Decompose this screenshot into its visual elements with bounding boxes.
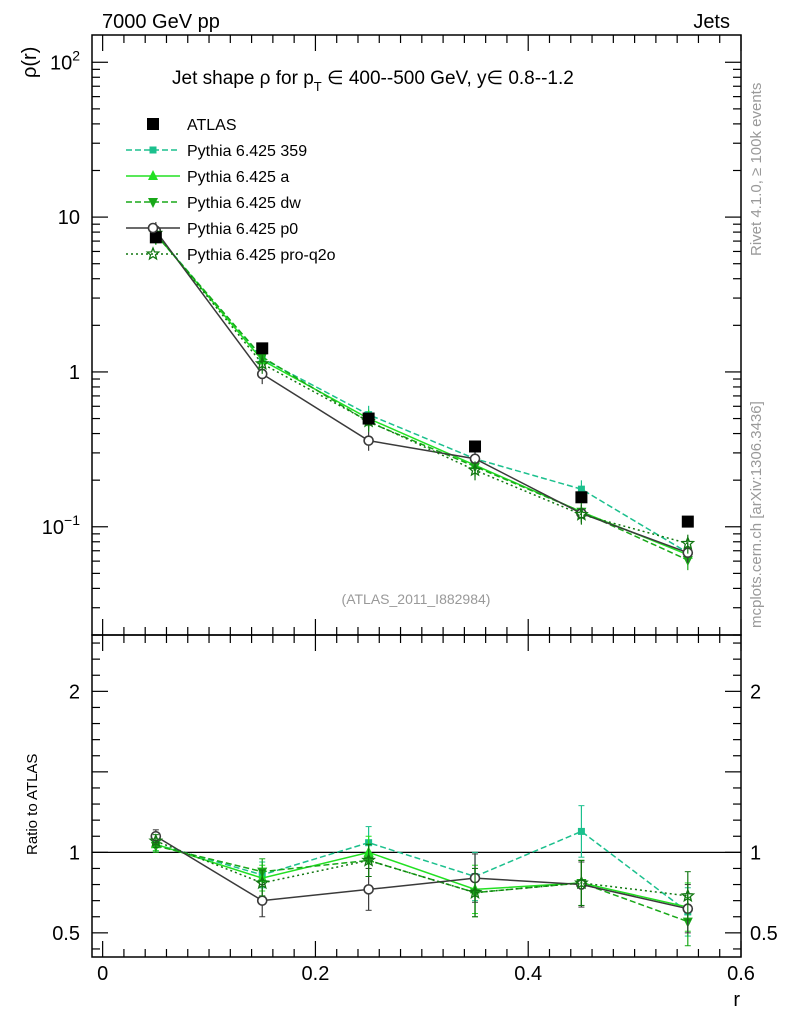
atlas-data-point xyxy=(149,231,162,244)
x-tick-label: 0.2 xyxy=(302,963,330,985)
legend-marker xyxy=(147,222,159,234)
ratio-y-tick-label-right: 1 xyxy=(750,842,761,864)
atlas-data-point xyxy=(256,342,269,355)
ratio-series-line xyxy=(155,840,688,897)
ratio-y-axis-label: Ratio to ATLAS xyxy=(24,754,41,855)
ratio-series-line xyxy=(155,830,689,913)
ratio-y-tick-label-right: 2 xyxy=(750,681,761,703)
plot-title: Jet shape ρ for pT ∈ 400--500 GeV, y∈ 0.… xyxy=(172,68,574,94)
main-series-line xyxy=(155,232,689,545)
ratio-y-ticks: 2 2 1 1 0.5 0.5 xyxy=(52,642,778,950)
legend-label: Pythia 6.425 dw xyxy=(187,195,301,212)
ratio-series-point xyxy=(254,875,270,890)
ratio-series-layer xyxy=(148,805,696,947)
atlas-data-point xyxy=(575,491,588,504)
legend-label: Pythia 6.425 359 xyxy=(187,143,307,160)
x-ticks: 0 0.2 0.4 0.6 xyxy=(97,35,755,985)
main-y-axis-label: ρ(r) xyxy=(19,47,41,78)
ratio-series-point xyxy=(256,895,268,906)
ratio-series-point xyxy=(361,852,376,867)
main-series-point xyxy=(574,506,589,521)
main-y-ticks: 102 10 1 10−1 xyxy=(42,47,741,636)
main-series-point xyxy=(254,355,270,371)
header-energy-label: 7000 GeV pp xyxy=(102,11,220,33)
ratio-series-line xyxy=(155,835,688,910)
legend-marker xyxy=(148,170,158,180)
main-series-point xyxy=(467,462,483,477)
rivet-version-label: Rivet 4.1.0, ≥ 100k events xyxy=(748,83,765,256)
legend-label-atlas: ATLAS xyxy=(187,117,237,134)
ratio-series-line xyxy=(155,843,688,908)
ratio-series-point xyxy=(467,884,483,899)
ratio-panel-frame xyxy=(91,634,742,958)
legend-marker xyxy=(148,198,158,208)
legend-label: Pythia 6.425 p0 xyxy=(187,221,298,238)
main-y-tick-label: 1 xyxy=(69,362,80,384)
ratio-series-point xyxy=(148,833,164,848)
ratio-series-point xyxy=(577,827,585,835)
main-series-line xyxy=(155,234,689,561)
x-tick-label: 0 xyxy=(97,963,108,985)
main-y-tick-label: 102 xyxy=(50,47,80,74)
header-process-label: Jets xyxy=(693,11,730,33)
main-series-layer xyxy=(148,222,696,571)
atlas-data-point xyxy=(681,515,694,528)
legend-marker xyxy=(149,146,157,154)
ratio-series-point xyxy=(680,887,696,903)
x-tick-label: 0.4 xyxy=(514,963,542,985)
main-series-point xyxy=(680,535,696,550)
legend-label: Pythia 6.425 a xyxy=(187,169,289,186)
legend-label: Pythia 6.425 pro-q2o xyxy=(187,247,336,264)
mcplots-source-label: mcplots.cern.ch [arXiv:1306.3436] xyxy=(748,401,765,628)
main-y-tick-label: 10−1 xyxy=(42,512,80,539)
main-series-point xyxy=(577,485,585,493)
atlas-data-point xyxy=(362,412,375,425)
ratio-series-line xyxy=(155,845,689,923)
ratio-series-point xyxy=(363,884,374,895)
x-axis-label: r xyxy=(733,989,740,1011)
legend: ATLAS Pythia 6.425 359 Pythia 6.425 a Pythi… xyxy=(126,117,336,264)
legend-marker-atlas xyxy=(147,118,159,130)
main-series-line xyxy=(155,233,689,554)
legend-marker xyxy=(145,246,161,261)
atlas-data-point xyxy=(469,440,482,453)
analysis-id-label: (ATLAS_2011_I882984) xyxy=(342,591,491,607)
ratio-y-tick-label: 1 xyxy=(69,842,80,864)
x-tick-label: 0.6 xyxy=(727,963,755,985)
main-series-point xyxy=(363,435,374,446)
ratio-series-point xyxy=(574,875,589,890)
ratio-y-tick-label-right: 0.5 xyxy=(750,923,778,945)
main-series-line xyxy=(155,233,689,556)
ratio-y-tick-label: 0.5 xyxy=(52,923,80,945)
main-y-tick-label: 10 xyxy=(58,207,80,229)
ratio-y-tick-label: 2 xyxy=(69,681,80,703)
atlas-data-layer xyxy=(149,231,694,528)
